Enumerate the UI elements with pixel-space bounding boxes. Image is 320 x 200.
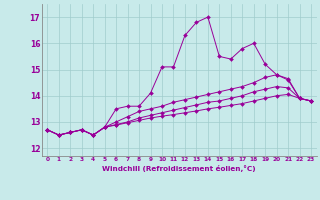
X-axis label: Windchill (Refroidissement éolien,°C): Windchill (Refroidissement éolien,°C)	[102, 165, 256, 172]
